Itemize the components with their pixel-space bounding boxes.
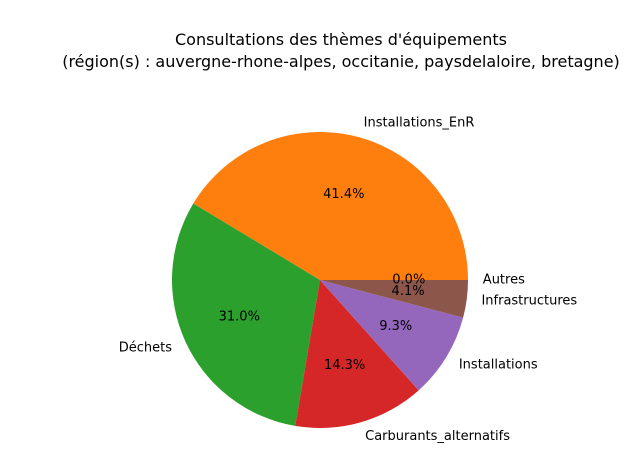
pie-slices bbox=[171, 131, 468, 429]
slice-label-carburants-alternatifs: Carburants_alternatifs bbox=[365, 429, 510, 444]
pct-label-carburants-alternatifs: 14.3% bbox=[324, 358, 365, 373]
pie-slice-carburants-alternatifs bbox=[295, 280, 419, 429]
slice-label-installations-enr: Installations_EnR bbox=[364, 116, 475, 131]
pct-label-autres: 0.0% bbox=[392, 273, 425, 288]
pie-labels: Installations_EnR 41.4% Déchets 31.0% Carbur… bbox=[119, 116, 578, 444]
slice-label-autres: Autres bbox=[483, 273, 525, 288]
pct-label-infrastructures: 4.1% bbox=[392, 284, 425, 299]
pie-slice-installations-enr bbox=[193, 131, 468, 280]
pie-slice-infrastructures bbox=[320, 280, 468, 318]
pct-label-installations: 9.3% bbox=[379, 319, 412, 334]
pct-label-installations-enr: 41.4% bbox=[323, 187, 364, 202]
pie-slice-installations bbox=[320, 280, 464, 391]
slice-label-dechets: Déchets bbox=[119, 340, 172, 355]
chart-title-line1: Consultations des thèmes d'équipements bbox=[175, 30, 507, 49]
slice-label-infrastructures: Infrastructures bbox=[481, 293, 577, 308]
slice-label-installations: Installations bbox=[459, 357, 538, 372]
chart-title-line2: (région(s) : auvergne-rhone-alpes, occit… bbox=[62, 52, 620, 71]
pie-slice-dechets bbox=[171, 203, 320, 426]
pct-label-dechets: 31.0% bbox=[219, 310, 260, 325]
